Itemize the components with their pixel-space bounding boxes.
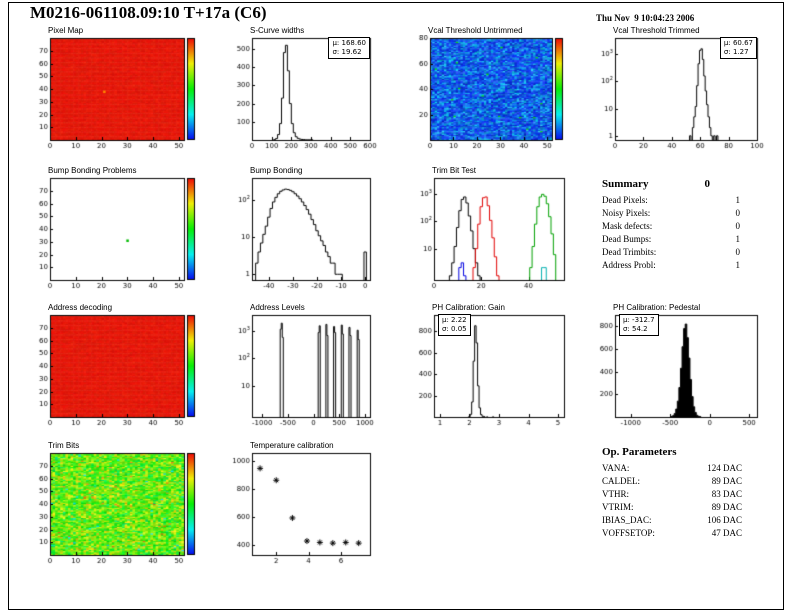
stat-mu: μ: 2.22 — [442, 316, 467, 324]
plot-ph-gain: PH Calibration: Gain μ: 2.22 σ: 0.05 — [412, 303, 572, 431]
summary-row-value: 0 — [735, 221, 741, 231]
stat-mu: μ: 60.67 — [723, 39, 753, 47]
plot-trim-bit-test: Trim Bit Test — [412, 166, 572, 294]
plot-title: Pixel Map — [48, 26, 84, 35]
page-border — [8, 2, 784, 610]
stat-sigma: σ: 19.62 — [332, 48, 362, 56]
timestamp: Thu Nov 9 10:04:23 2006 — [596, 13, 695, 23]
op-parameter-row: CALDEL: 89 DAC — [602, 475, 742, 488]
op-parameter-value: 124 DAC — [707, 463, 742, 473]
summary-row-label: Dead Pixels: — [602, 195, 648, 205]
plot-title: PH Calibration: Pedestal — [613, 303, 701, 312]
bump-bonding-canvas — [230, 175, 378, 293]
summary-row-value: 0 — [735, 208, 741, 218]
summary-row-label: Dead Trimbits: — [602, 247, 657, 257]
summary-row-label: Dead Bumps: — [602, 234, 652, 244]
plot-title: Vcal Threshold Trimmed — [613, 26, 700, 35]
stats-box: μ: -312.7 σ: 54.2 — [619, 314, 659, 336]
page-title: M0216-061108.09:10 T+17a (C6) — [30, 3, 267, 22]
op-parameter-value: 83 DAC — [711, 489, 742, 499]
stat-mu: μ: -312.7 — [623, 316, 655, 324]
plot-scurve-widths: S-Curve widths μ: 168.60 σ: 19.62 — [230, 26, 378, 154]
op-parameter-row: VANA: 124 DAC — [602, 462, 742, 475]
plot-title: PH Calibration: Gain — [432, 303, 505, 312]
summary-block: Summary 0 Dead Pixels: 1 Noisy Pixels: 0… — [602, 178, 740, 272]
op-parameter-label: VOFFSETOP: — [602, 528, 655, 538]
address-decoding-canvas — [30, 312, 202, 430]
op-parameter-label: VTRIM: — [602, 502, 634, 512]
summary-row-value: 1 — [735, 260, 741, 270]
pixel-map-canvas — [30, 35, 202, 153]
summary-row-label: Noisy Pixels: — [602, 208, 651, 218]
op-parameters-block: Op. Parameters VANA: 124 DAC CALDEL: 89 … — [602, 446, 742, 540]
summary-total: 0 — [704, 178, 711, 190]
op-parameter-value: 89 DAC — [711, 476, 742, 486]
plot-title: Vcal Threshold Untrimmed — [428, 26, 523, 35]
trim-bits-canvas — [30, 450, 202, 568]
plot-bump-bonding: Bump Bonding — [230, 166, 378, 294]
stat-sigma: σ: 0.05 — [442, 325, 467, 333]
op-parameter-row: VTRIM: 89 DAC — [602, 501, 742, 514]
plot-title: Address Levels — [250, 303, 305, 312]
temperature-calibration-canvas — [230, 450, 378, 568]
summary-title: Summary — [602, 178, 649, 190]
stat-sigma: σ: 54.2 — [623, 325, 648, 333]
plot-title: Trim Bits — [48, 441, 80, 450]
summary-row-label: Address Probl: — [602, 260, 656, 270]
plot-bump-bonding-problems: Bump Bonding Problems — [30, 166, 202, 294]
plot-title: Address decoding — [48, 303, 113, 312]
summary-row-value: 1 — [735, 195, 741, 205]
op-parameter-label: CALDEL: — [602, 476, 640, 486]
plot-title: S-Curve widths — [250, 26, 305, 35]
summary-row-value: 1 — [735, 234, 741, 244]
op-parameter-value: 47 DAC — [711, 528, 742, 538]
summary-row-label: Mask defects: — [602, 221, 653, 231]
summary-header: Summary 0 — [602, 178, 740, 190]
plot-title: Trim Bit Test — [432, 166, 477, 175]
op-parameter-label: VANA: — [602, 463, 630, 473]
summary-row: Dead Trimbits: 0 — [602, 246, 740, 259]
op-parameter-value: 106 DAC — [707, 515, 742, 525]
plot-title: Temperature calibration — [250, 441, 334, 450]
plot-title: Bump Bonding — [250, 166, 303, 175]
address-levels-canvas — [230, 312, 378, 430]
summary-row: Mask defects: 0 — [602, 220, 740, 233]
stats-box: μ: 60.67 σ: 1.27 — [719, 37, 757, 59]
op-parameter-value: 89 DAC — [711, 502, 742, 512]
summary-row: Noisy Pixels: 0 — [602, 207, 740, 220]
plot-vcal-untrimmed: Vcal Threshold Untrimmed — [410, 26, 570, 154]
stats-box: μ: 168.60 σ: 19.62 — [328, 37, 370, 59]
plot-title: Bump Bonding Problems — [48, 166, 137, 175]
plot-address-decoding: Address decoding — [30, 303, 202, 431]
op-parameter-row: VTHR: 83 DAC — [602, 488, 742, 501]
plot-address-levels: Address Levels — [230, 303, 378, 431]
bump-bonding-problems-canvas — [30, 175, 202, 293]
summary-row: Dead Bumps: 1 — [602, 233, 740, 246]
summary-row: Address Probl: 1 — [602, 259, 740, 272]
op-parameter-label: VTHR: — [602, 489, 629, 499]
op-parameter-row: VOFFSETOP: 47 DAC — [602, 527, 742, 540]
stats-box: μ: 2.22 σ: 0.05 — [438, 314, 471, 336]
trim-bit-test-canvas — [412, 175, 572, 293]
summary-row-value: 0 — [735, 247, 741, 257]
plot-vcal-trimmed: Vcal Threshold Trimmed μ: 60.67 σ: 1.27 — [593, 26, 765, 154]
stat-mu: μ: 168.60 — [332, 39, 366, 47]
plot-ph-pedestal: PH Calibration: Pedestal μ: -312.7 σ: 54… — [593, 303, 765, 431]
op-parameter-label: IBIAS_DAC: — [602, 515, 652, 525]
vcal-untrimmed-canvas — [410, 35, 570, 153]
op-parameters-title: Op. Parameters — [602, 446, 677, 458]
plot-temperature-calibration: Temperature calibration — [230, 441, 378, 569]
stat-sigma: σ: 1.27 — [723, 48, 749, 56]
op-parameter-row: IBIAS_DAC: 106 DAC — [602, 514, 742, 527]
plot-pixel-map: Pixel Map — [30, 26, 202, 154]
ph-gain-canvas — [412, 312, 572, 430]
plot-trim-bits: Trim Bits — [30, 441, 202, 569]
summary-row: Dead Pixels: 1 — [602, 194, 740, 207]
